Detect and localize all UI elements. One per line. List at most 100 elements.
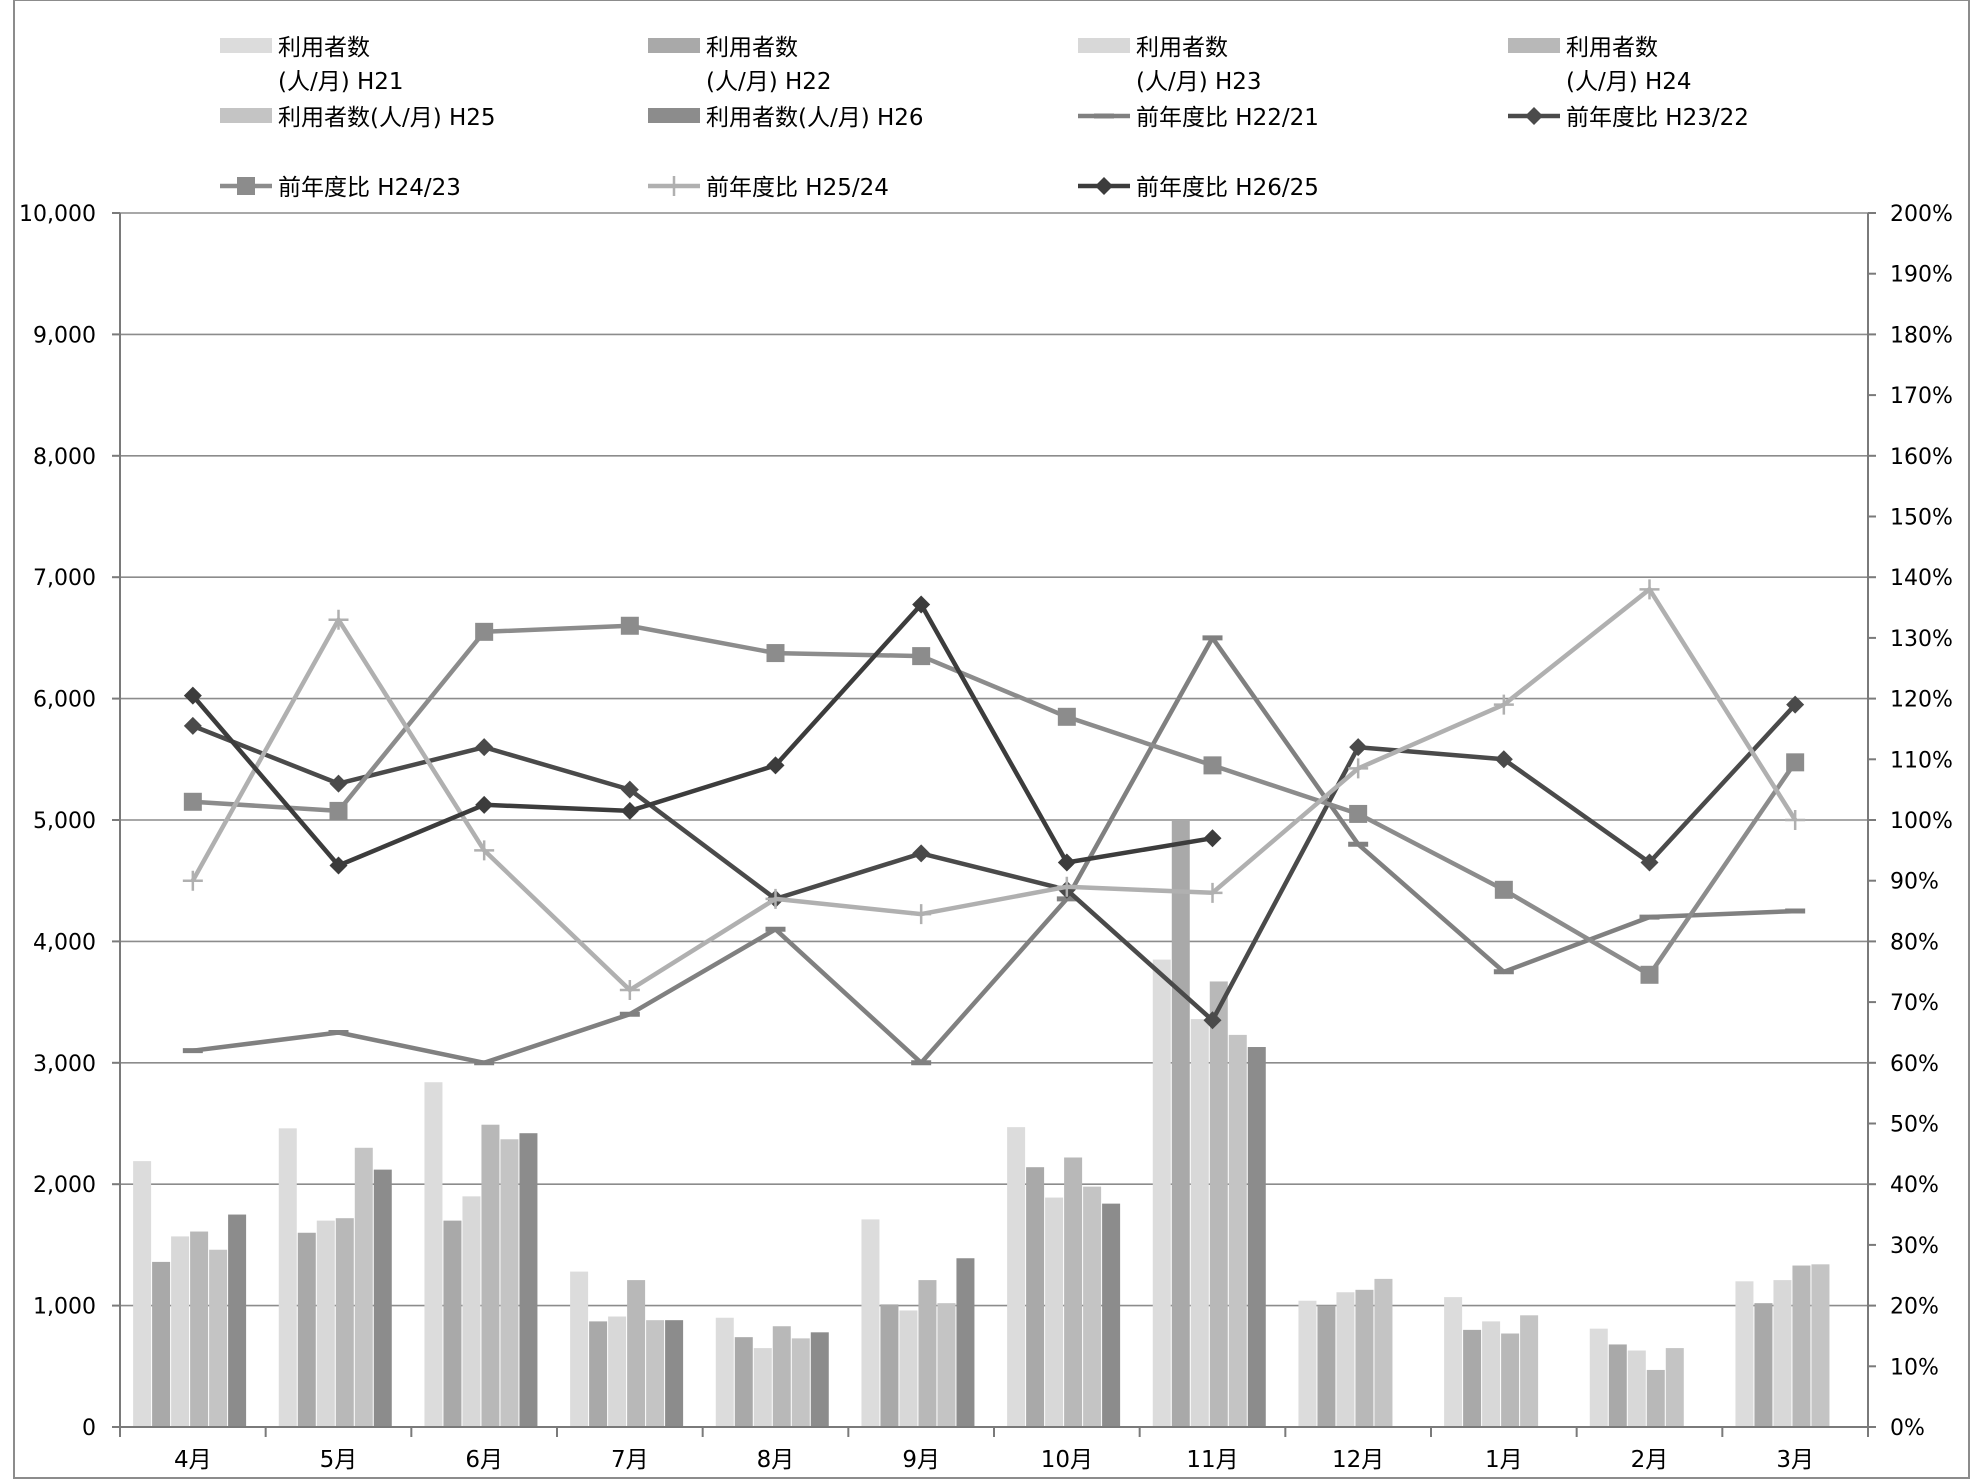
legend-swatch-bar (220, 38, 272, 53)
legend-label: 前年度比 H26/25 (1136, 175, 1319, 201)
line-point-marker (329, 856, 348, 875)
bar (1152, 959, 1171, 1427)
y-right-tick-label: 120% (1890, 688, 1953, 713)
x-tick-label: 12月 (1332, 1447, 1384, 1473)
line-point-marker (620, 616, 639, 635)
line-series-group (182, 579, 1806, 1066)
bar (1298, 1300, 1317, 1427)
bar (1171, 820, 1190, 1427)
bar (190, 1231, 209, 1427)
bar (1102, 1203, 1121, 1427)
series-line (190, 587, 1798, 993)
x-tick-label: 4月 (174, 1447, 212, 1473)
line-point-marker (1493, 694, 1514, 715)
y-right-tick-label: 190% (1890, 263, 1953, 288)
legend-label: (人/月) H21 (278, 69, 404, 95)
bar (500, 1139, 519, 1427)
y-left-tick-label: 4,000 (33, 930, 96, 955)
line-point-marker (619, 979, 640, 1000)
x-tick-label: 5月 (320, 1447, 358, 1473)
legend-label: 利用者数(人/月) H26 (706, 105, 924, 131)
legend-label: (人/月) H23 (1136, 69, 1262, 95)
line-point-marker (912, 595, 931, 614)
y-right-tick-label: 90% (1890, 870, 1939, 895)
y-left-tick-label: 3,000 (33, 1052, 96, 1077)
x-tick-label: 8月 (757, 1447, 795, 1473)
line-point-marker (1203, 829, 1222, 848)
line-point-marker (1494, 880, 1513, 899)
y-right-tick-label: 170% (1890, 384, 1953, 409)
bar (1355, 1289, 1374, 1427)
y-left-tick-label: 2,000 (33, 1173, 96, 1198)
bar (152, 1261, 171, 1427)
line-point-marker (1639, 579, 1660, 600)
bar (481, 1124, 500, 1427)
x-tick-label: 11月 (1186, 1447, 1238, 1473)
legend-label: 利用者数 (1136, 35, 1228, 61)
legend-label: (人/月) H24 (1566, 69, 1692, 95)
line-point-marker (1056, 876, 1077, 897)
legend-label: 前年度比 H22/21 (1136, 105, 1319, 131)
bar (918, 1280, 937, 1427)
bar (443, 1220, 462, 1427)
bar (171, 1236, 190, 1427)
bar (1463, 1329, 1482, 1427)
legend-swatch-bar (648, 38, 700, 53)
axes: 0 1,000 2,000 3,000 4,000 5,000 6,000 7,000 8,00… (19, 202, 1953, 1473)
bar (810, 1332, 829, 1427)
bar (354, 1147, 373, 1427)
line-point-marker (183, 686, 202, 705)
bar (734, 1337, 753, 1427)
legend-label: 利用者数 (1566, 35, 1658, 61)
x-tick-label: 6月 (465, 1447, 503, 1473)
bar (1444, 1297, 1463, 1427)
line-point-marker (766, 756, 785, 775)
bar (1317, 1305, 1336, 1427)
bar (791, 1338, 810, 1427)
y-right-tick-label: 180% (1890, 323, 1953, 348)
legend-swatch-bar (1508, 38, 1560, 53)
y-right-tick-label: 0% (1890, 1416, 1925, 1441)
y-left-tick-label: 9,000 (33, 323, 96, 348)
bar (462, 1196, 481, 1427)
bar (880, 1304, 899, 1427)
y-right-tick-label: 110% (1890, 748, 1953, 773)
y-left-tick-label: 10,000 (19, 202, 96, 227)
y-right-tick-label: 60% (1890, 1052, 1939, 1077)
bar (1083, 1186, 1102, 1427)
x-tick-label: 7月 (611, 1447, 649, 1473)
bar (1045, 1197, 1064, 1427)
line-point-marker (664, 176, 684, 196)
bar (1209, 981, 1228, 1427)
legend-label: 利用者数(人/月) H25 (278, 105, 496, 131)
y-right-tick-label: 20% (1890, 1295, 1939, 1320)
y-right-tick-label: 200% (1890, 202, 1953, 227)
bar (753, 1348, 772, 1427)
legend-swatch-bar (1078, 38, 1130, 53)
line-point-marker (1057, 707, 1076, 726)
line-point-marker (1349, 738, 1368, 757)
y-right-tick-label: 160% (1890, 445, 1953, 470)
bar (1064, 1157, 1083, 1427)
bar (1665, 1348, 1684, 1427)
line-point-marker (1640, 965, 1659, 984)
line-point-marker (1786, 753, 1805, 772)
bar (519, 1133, 538, 1427)
line-point-marker (766, 644, 785, 663)
line-point-marker (1057, 853, 1076, 872)
line-point-marker (1203, 1011, 1222, 1030)
bar (646, 1320, 665, 1427)
bar (316, 1220, 335, 1427)
x-tick-label: 10月 (1041, 1447, 1093, 1473)
bar (228, 1214, 247, 1427)
bar (1589, 1328, 1608, 1427)
y-right-tick-label: 70% (1890, 991, 1939, 1016)
bar (1228, 1034, 1247, 1427)
legend-label: 利用者数 (278, 35, 370, 61)
legend-label: (人/月) H22 (706, 69, 832, 95)
bar (570, 1271, 589, 1427)
bar (715, 1317, 734, 1427)
line-point-marker (1348, 758, 1369, 779)
line-point-marker (912, 647, 931, 666)
